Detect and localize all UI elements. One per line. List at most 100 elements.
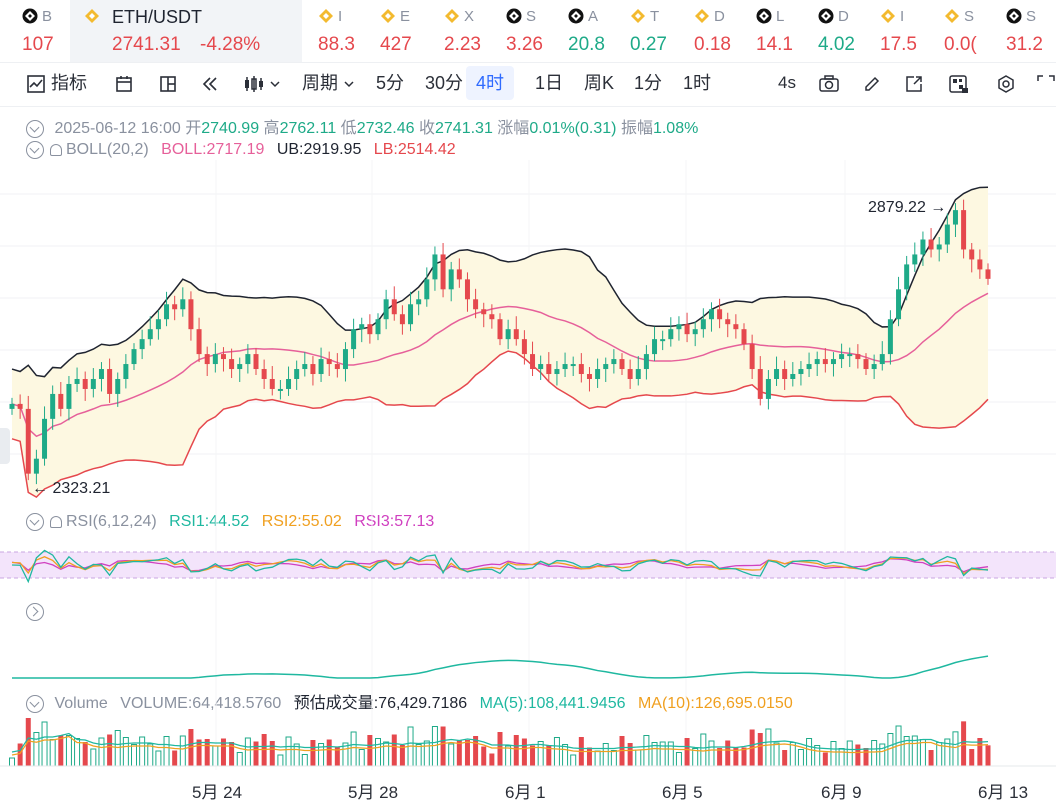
volume-bar [741, 747, 747, 766]
candle-body [952, 210, 958, 225]
calendar-button[interactable] [114, 62, 134, 104]
volume-bar [553, 737, 560, 767]
volume-ma5: MA(5):108,441.9456 [479, 695, 626, 712]
interval-tab[interactable]: 1分 [634, 73, 663, 93]
volume-bar [358, 749, 365, 767]
x-axis-label: 6月 13 [978, 783, 1029, 802]
side-panel-handle[interactable] [0, 428, 10, 464]
max-price-label: 2879.22 → [868, 199, 946, 216]
interval-tab[interactable]: 5分 [376, 73, 405, 93]
candle-body [359, 324, 365, 330]
volume-bar [172, 750, 178, 766]
layout-button[interactable] [158, 62, 178, 104]
ticker-item[interactable]: D 4.02 [818, 0, 868, 62]
interval-tab[interactable]: 1日 [535, 73, 564, 93]
rsi2-value: RSI2:55.02 [261, 513, 342, 531]
volume-bar [220, 738, 226, 766]
candle-body [749, 344, 755, 370]
candle-body [839, 354, 845, 360]
bell-icon[interactable] [50, 144, 62, 156]
candle-body [42, 418, 48, 459]
ticker-item[interactable]: S 3.26 [506, 0, 556, 62]
candle-body [855, 354, 861, 360]
candle-body [17, 403, 23, 409]
ticker-item[interactable]: B 107 [22, 0, 72, 62]
ticker-price: 2741.31 [112, 34, 181, 55]
collapse-icon[interactable] [26, 513, 44, 531]
candle-body [33, 458, 39, 474]
low-value: 2732.46 [356, 120, 415, 137]
ticker-item[interactable]: S 0.0( [944, 0, 994, 62]
period-dropdown[interactable]: 周期 [302, 62, 355, 104]
candle-body [334, 364, 340, 370]
candle-body [82, 378, 88, 389]
screenshot-button[interactable] [818, 62, 840, 104]
volume-bar [114, 730, 121, 767]
ticker-symbol: ETH/USDT [112, 7, 202, 27]
rewind-icon [202, 77, 217, 91]
interval-tab[interactable]: 周K [584, 73, 615, 93]
volume-bar [350, 731, 357, 767]
ticker-symbol: S [526, 8, 537, 25]
candle-body [424, 279, 430, 300]
amplitude-value: 1.08% [652, 120, 699, 137]
candle-body [757, 369, 763, 399]
indicator-button[interactable]: 指标 [26, 62, 87, 104]
rsi1-value: RSI1:44.52 [169, 513, 250, 531]
ticker-item[interactable]: T 0.27 [630, 0, 680, 62]
ticker-price: 14.1 [756, 34, 793, 55]
volume-bar [782, 750, 788, 766]
price-chart[interactable]: 2879.22 → ← 2323.21 [0, 106, 1056, 808]
ticker-item[interactable]: L 14.1 [756, 0, 806, 62]
expand-button[interactable] [904, 62, 924, 104]
volume-bar [122, 737, 129, 767]
refresh-interval[interactable]: 4s [778, 73, 796, 92]
volume-bar [570, 754, 577, 767]
interval-tab[interactable]: 1时 [683, 73, 712, 93]
ticker-item[interactable]: ETH/USDT 2741.31 -4.28% [70, 0, 302, 62]
candle-body [456, 269, 462, 280]
change-value: 0.01%(0.31) [529, 120, 617, 137]
chart-type-button[interactable] [242, 62, 281, 104]
candle-body [204, 354, 210, 365]
ticker-item[interactable]: D 0.18 [694, 0, 744, 62]
candle-body [66, 383, 72, 409]
ticker-item[interactable]: I 17.5 [880, 0, 930, 62]
ticker-item[interactable]: E 427 [380, 0, 430, 62]
interval-tab[interactable]: 4时 [466, 66, 515, 100]
collapse-icon[interactable] [26, 119, 44, 138]
settings-button[interactable] [996, 62, 1016, 104]
rsi-name: RSI(6,12,24) [66, 513, 157, 531]
candle-body [863, 359, 869, 370]
change-label: 涨幅 [497, 120, 530, 137]
ticker-item[interactable]: S 31.2 [1006, 0, 1056, 62]
candle-body [505, 329, 511, 340]
ticker-price: 31.2 [1006, 34, 1043, 55]
draw-button[interactable] [862, 62, 882, 104]
candle-body [847, 354, 853, 357]
collapse-icon[interactable] [26, 694, 44, 713]
candle-body [733, 324, 739, 330]
ticker-item[interactable]: A 20.8 [568, 0, 618, 62]
ticker-price: 20.8 [568, 34, 605, 55]
candle-body [944, 224, 950, 245]
candle-body [611, 359, 617, 365]
volume-bar [98, 737, 105, 767]
collapse-icon[interactable] [26, 141, 44, 159]
qr-code-button[interactable] [948, 62, 970, 104]
bell-icon[interactable] [50, 516, 62, 528]
binance-icon [381, 9, 395, 23]
fullscreen-button[interactable] [1036, 62, 1056, 104]
volume-bar [367, 735, 373, 766]
high-label: 高 [263, 120, 280, 137]
replay-button[interactable] [200, 62, 220, 104]
interval-tab[interactable]: 30分 [425, 73, 464, 93]
ticker-item[interactable]: X 2.23 [444, 0, 494, 62]
candle-body [367, 324, 373, 335]
ticker-item[interactable]: I 88.3 [318, 0, 368, 62]
indicator-label: 指标 [51, 73, 88, 93]
candle-body [912, 254, 918, 265]
volume-bar [846, 740, 853, 767]
boll-name: BOLL(20,2) [66, 141, 149, 159]
expand-pane-icon[interactable] [26, 603, 44, 621]
